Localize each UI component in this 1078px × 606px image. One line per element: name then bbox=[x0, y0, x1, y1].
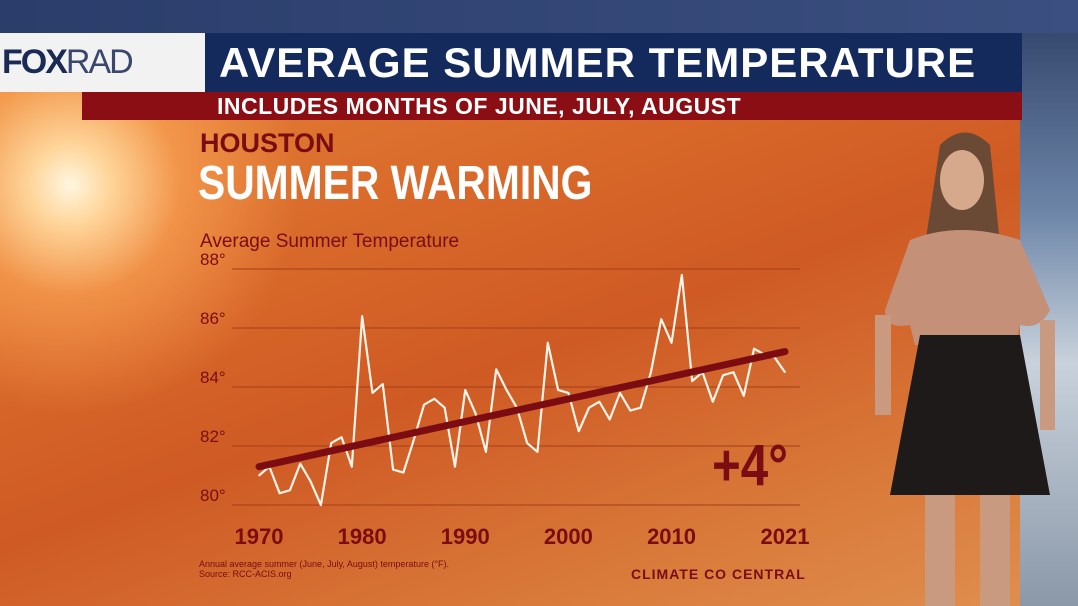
data-point bbox=[536, 451, 539, 453]
data-point bbox=[784, 371, 786, 374]
climate-central-logo: CLIMATE CO CENTRAL bbox=[631, 566, 806, 582]
presenter bbox=[875, 132, 1055, 606]
x-tick-label: 1980 bbox=[338, 524, 387, 549]
data-point bbox=[567, 392, 570, 394]
data-point bbox=[588, 406, 590, 409]
data-point bbox=[433, 398, 436, 400]
note-line-1: Annual average summer (June, July, Augus… bbox=[199, 559, 450, 569]
data-point bbox=[340, 436, 343, 438]
data-point bbox=[299, 462, 302, 465]
top-band bbox=[0, 0, 1078, 33]
x-tick-label: 2021 bbox=[761, 524, 810, 549]
data-point bbox=[660, 318, 663, 320]
data-point bbox=[732, 371, 735, 374]
data-point bbox=[577, 430, 580, 433]
y-tick-label: 82° bbox=[200, 427, 226, 446]
data-point bbox=[330, 442, 332, 444]
data-point bbox=[712, 400, 714, 403]
data-point bbox=[742, 395, 745, 397]
x-tick-label: 1970 bbox=[235, 524, 284, 549]
data-point bbox=[474, 412, 477, 415]
data-point bbox=[557, 389, 559, 391]
data-point bbox=[670, 341, 673, 344]
title-bar: FOX RAD AVERAGE SUMMER TEMPERATURE bbox=[0, 33, 1022, 92]
data-point bbox=[454, 465, 456, 468]
y-tick-label: 88° bbox=[200, 250, 226, 269]
temperature-line bbox=[258, 273, 786, 507]
subtitle-bar: INCLUDES MONTHS OF JUNE, JULY, AUGUST bbox=[82, 92, 1022, 120]
data-point bbox=[258, 474, 260, 477]
data-point bbox=[412, 439, 415, 441]
data-point bbox=[278, 492, 281, 495]
x-tick-label: 2010 bbox=[647, 524, 696, 549]
data-point bbox=[681, 274, 683, 276]
data-point bbox=[505, 389, 508, 391]
data-point bbox=[546, 341, 549, 344]
x-tick-label: 2000 bbox=[544, 524, 593, 549]
note-line-2: Source: RCC-ACIS.org bbox=[199, 569, 292, 579]
data-point bbox=[691, 380, 693, 382]
data-point bbox=[392, 468, 394, 471]
data-point bbox=[309, 480, 312, 483]
data-point bbox=[629, 409, 632, 412]
data-point bbox=[320, 504, 322, 506]
data-point bbox=[722, 374, 724, 377]
data-point bbox=[423, 403, 425, 406]
chart-title: Average Summer Temperature bbox=[200, 231, 460, 252]
data-point bbox=[608, 418, 611, 421]
data-point bbox=[443, 406, 446, 409]
data-point bbox=[351, 465, 353, 468]
city-label: HOUSTON bbox=[200, 128, 335, 158]
y-tick-label: 86° bbox=[200, 309, 226, 328]
data-point bbox=[361, 315, 363, 318]
data-point bbox=[650, 371, 652, 374]
data-point bbox=[619, 392, 621, 394]
headline: SUMMER WARMING bbox=[198, 157, 593, 210]
x-tick-label: 1990 bbox=[441, 524, 490, 549]
y-tick-label: 80° bbox=[200, 486, 226, 505]
data-point bbox=[289, 489, 291, 492]
data-point bbox=[526, 442, 528, 444]
data-point bbox=[485, 451, 487, 453]
source-note: Annual average summer (June, July, Augus… bbox=[199, 559, 449, 579]
trend-line bbox=[255, 348, 789, 471]
data-point bbox=[598, 400, 601, 403]
data-point bbox=[402, 471, 405, 474]
data-point bbox=[639, 406, 642, 409]
y-tick-label: 84° bbox=[200, 368, 226, 387]
data-point bbox=[381, 383, 384, 385]
page-title: AVERAGE SUMMER TEMPERATURE bbox=[219, 38, 977, 86]
data-point bbox=[464, 389, 467, 391]
data-point bbox=[371, 392, 374, 394]
warming-delta: +4° bbox=[712, 433, 788, 498]
station-logo: FOX RAD bbox=[0, 33, 205, 92]
data-point bbox=[753, 347, 755, 350]
data-point bbox=[495, 368, 498, 371]
